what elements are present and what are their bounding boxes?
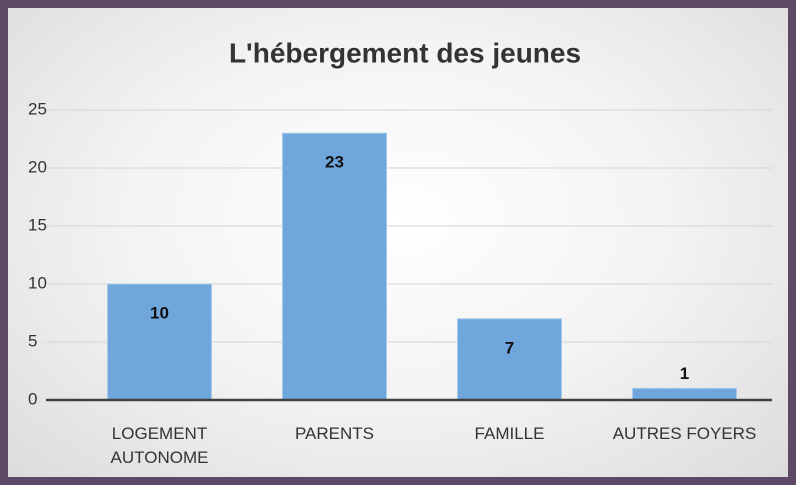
y-tick-label: 0 xyxy=(28,389,37,408)
y-tick-label: 20 xyxy=(28,157,47,176)
bar xyxy=(107,283,212,401)
x-tick-label: LOGEMENT AUTONOME xyxy=(110,424,209,467)
x-tick-label: FAMILLE xyxy=(474,424,545,443)
y-tick-label: 5 xyxy=(28,331,37,350)
data-label: 7 xyxy=(505,338,514,357)
bar xyxy=(282,132,387,401)
bar xyxy=(457,318,562,401)
y-tick-label: 25 xyxy=(28,99,47,118)
data-label: 1 xyxy=(680,364,689,383)
x-tick-label: PARENTS xyxy=(294,424,375,443)
x-tick-label: AUTRES FOYERS xyxy=(612,424,757,443)
y-tick-label: 15 xyxy=(28,215,47,234)
bar xyxy=(632,387,737,401)
data-label: 10 xyxy=(150,303,169,322)
data-label: 23 xyxy=(325,153,344,172)
y-tick-label: 10 xyxy=(28,273,47,292)
chart-title: L'hébergement des jeunes xyxy=(229,37,581,68)
